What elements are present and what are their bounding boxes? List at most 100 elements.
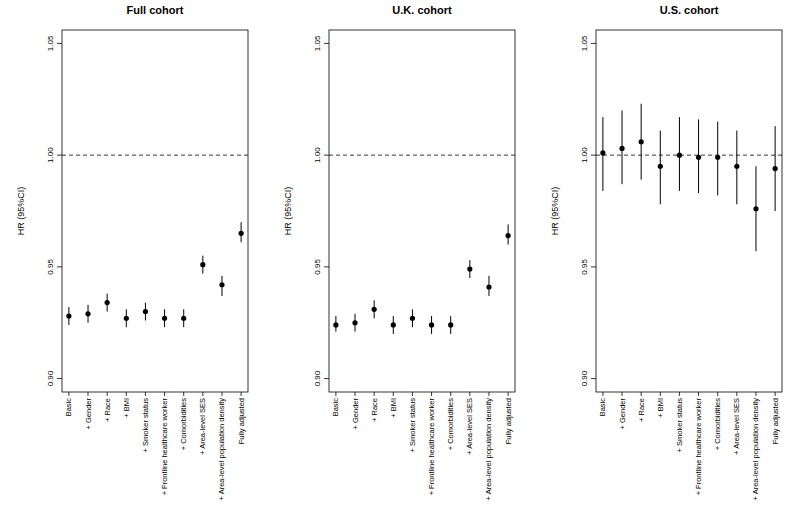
point bbox=[715, 155, 720, 160]
y-tick bbox=[591, 155, 596, 156]
point bbox=[619, 146, 624, 151]
point bbox=[506, 233, 511, 238]
x-tick bbox=[107, 392, 108, 396]
y-axis-label: HR (95%CI) bbox=[550, 187, 560, 236]
x-tick-label: + Area-level population density bbox=[751, 398, 760, 501]
x-tick bbox=[335, 392, 336, 396]
point bbox=[467, 266, 472, 271]
reference-line bbox=[596, 155, 782, 156]
y-tick bbox=[324, 155, 329, 156]
y-axis-label: HR (95%CI) bbox=[16, 187, 26, 236]
point bbox=[696, 155, 701, 160]
x-tick bbox=[602, 392, 603, 396]
y-tick-label: 0.90 bbox=[580, 370, 589, 386]
point bbox=[124, 316, 129, 321]
x-tick-label: + BMI bbox=[656, 398, 665, 418]
y-tick-label: 1.05 bbox=[580, 35, 589, 51]
x-tick-label: + Gender bbox=[84, 398, 93, 430]
x-tick bbox=[736, 392, 737, 396]
x-tick bbox=[164, 392, 165, 396]
x-tick bbox=[221, 392, 222, 396]
x-tick bbox=[68, 392, 69, 396]
point bbox=[734, 164, 739, 169]
y-tick-label: 0.95 bbox=[313, 259, 322, 275]
x-tick bbox=[775, 392, 776, 396]
point bbox=[753, 206, 758, 211]
y-tick-label: 1.05 bbox=[46, 35, 55, 51]
x-tick bbox=[412, 392, 413, 396]
x-tick-label: + Area-level population density bbox=[217, 398, 226, 501]
x-tick-label: + Comorbidities bbox=[446, 398, 455, 451]
plot-area bbox=[62, 155, 248, 327]
y-tick-label: 1.05 bbox=[313, 35, 322, 51]
y-tick bbox=[324, 43, 329, 44]
x-tick bbox=[183, 392, 184, 396]
figure: Full cohort HR (95%CI) 0.90 0.95 1.00 1.05 Bas… bbox=[0, 0, 800, 523]
x-tick bbox=[88, 392, 89, 396]
panel-title: U.K. cohort bbox=[392, 4, 452, 16]
y-tick bbox=[57, 155, 62, 156]
y-tick bbox=[591, 43, 596, 44]
y-tick bbox=[324, 378, 329, 379]
x-tick bbox=[622, 392, 623, 396]
x-tick-label: + Area-level population density bbox=[484, 398, 493, 501]
point bbox=[181, 316, 186, 321]
point bbox=[639, 139, 644, 144]
x-tick bbox=[374, 392, 375, 396]
point bbox=[85, 311, 90, 316]
point bbox=[429, 322, 434, 327]
x-tick bbox=[508, 392, 509, 396]
x-tick-label: + Frontline healthcare worker bbox=[427, 398, 436, 496]
x-tick bbox=[145, 392, 146, 396]
x-tick bbox=[202, 392, 203, 396]
plot-frame bbox=[62, 30, 248, 392]
x-tick bbox=[717, 392, 718, 396]
point bbox=[658, 164, 663, 169]
point bbox=[66, 313, 71, 318]
x-tick-label: + BMI bbox=[389, 398, 398, 418]
y-tick-label: 0.95 bbox=[46, 259, 55, 275]
y-tick-label: 1.00 bbox=[580, 147, 589, 163]
x-tick-label: Basic bbox=[331, 398, 340, 417]
y-tick-label: 1.00 bbox=[313, 147, 322, 163]
x-tick bbox=[126, 392, 127, 396]
panel: U.K. cohortHR (95%CI)0.900.951.001.05Bas… bbox=[283, 4, 515, 500]
y-tick bbox=[57, 266, 62, 267]
plot-frame bbox=[329, 30, 515, 392]
plot-area bbox=[596, 104, 782, 251]
x-tick-label: Basic bbox=[64, 398, 73, 417]
x-tick-label: Fully adjusted bbox=[771, 398, 780, 444]
x-tick bbox=[355, 392, 356, 396]
x-tick-label: + Gender bbox=[351, 398, 360, 430]
y-tick-label: 0.90 bbox=[46, 370, 55, 386]
x-tick bbox=[488, 392, 489, 396]
x-tick-label: Fully adjusted bbox=[237, 398, 246, 444]
point bbox=[600, 150, 605, 155]
x-tick bbox=[698, 392, 699, 396]
x-tick-label: Fully adjusted bbox=[504, 398, 513, 444]
point bbox=[143, 309, 148, 314]
x-tick bbox=[660, 392, 661, 396]
panel-title: Full cohort bbox=[127, 4, 184, 16]
x-tick-label: + Smoker status bbox=[675, 398, 684, 453]
plot-area bbox=[329, 155, 515, 334]
x-tick-label: + Race bbox=[103, 398, 112, 422]
point bbox=[239, 231, 244, 236]
x-tick-label: + Race bbox=[370, 398, 379, 422]
point bbox=[333, 322, 338, 327]
point bbox=[410, 316, 415, 321]
x-tick-label: + Smoker status bbox=[141, 398, 150, 453]
panel: Full cohortHR (95%CI)0.900.951.001.05Bas… bbox=[16, 4, 248, 500]
panel-title: U.S. cohort bbox=[660, 4, 719, 16]
point bbox=[352, 320, 357, 325]
x-tick bbox=[393, 392, 394, 396]
x-tick bbox=[641, 392, 642, 396]
x-tick-label: + Area-level SES bbox=[465, 398, 474, 455]
x-tick bbox=[469, 392, 470, 396]
x-tick bbox=[755, 392, 756, 396]
x-tick-label: + BMI bbox=[122, 398, 131, 418]
y-tick bbox=[57, 378, 62, 379]
y-tick bbox=[591, 378, 596, 379]
point bbox=[677, 153, 682, 158]
x-tick bbox=[679, 392, 680, 396]
